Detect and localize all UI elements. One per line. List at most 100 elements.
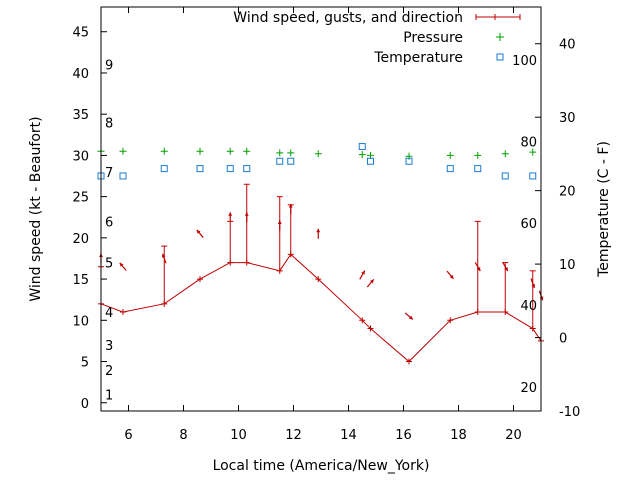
wind-speed-line (100, 253, 542, 363)
beaufort-label: 3 (105, 339, 113, 354)
wind-point (287, 251, 294, 258)
arrow-head (449, 274, 454, 279)
temperature-point (276, 157, 284, 165)
beaufort-labels: 1 2 3 4 5 6 7 8 9 (105, 59, 113, 404)
arrow-head (196, 229, 201, 234)
temperature-point (160, 165, 168, 173)
y-tick-label-left: 25 (72, 191, 89, 206)
wind-direction-arrow (530, 278, 536, 289)
y-tick-label-left: 40 (72, 67, 89, 82)
pressure-point (367, 151, 374, 159)
fahrenheit-label: 40 (520, 299, 537, 314)
wind-direction-arrow (502, 262, 509, 272)
y-axis-label-right: Temperature (C - F) (596, 141, 612, 278)
temperature-point (287, 157, 295, 165)
arrow-head (476, 267, 481, 272)
legend-label: Pressure (403, 30, 463, 46)
temperature-point (358, 143, 366, 151)
beaufort-label: 5 (105, 257, 113, 272)
wind-point (161, 300, 168, 307)
beaufort-label: 9 (105, 59, 113, 74)
wind-direction-arrow (196, 229, 204, 238)
wind-direction-arrow (359, 270, 366, 280)
wind-direction-arrow (446, 270, 454, 280)
pressure-point (160, 147, 168, 155)
pressure-point (358, 151, 366, 159)
wind-direction-arrow (119, 262, 127, 271)
wind-point (474, 309, 481, 316)
wind-direction-arrow (316, 228, 321, 239)
wind-point (227, 259, 234, 266)
y-axis-label-left: Wind speed (kt - Beaufort) (28, 116, 44, 301)
pressure-point (501, 150, 509, 158)
temperature-point (226, 165, 234, 173)
x-tick-label: 8 (179, 428, 187, 443)
y-tick-label-right: 0 (559, 332, 567, 347)
legend-swatch-pressure (496, 33, 504, 41)
y-tick-label-right: 40 (559, 38, 576, 53)
pressure-point (474, 151, 482, 159)
y-tick-label-left: 35 (72, 108, 89, 123)
y-tick-label-left: 30 (72, 149, 89, 164)
wind-point (447, 317, 454, 324)
fahrenheit-labels: 20 40 60 80 100 (512, 54, 537, 396)
pressure-point (529, 148, 537, 156)
arrow-head (161, 253, 166, 258)
y-tick-label-left: 15 (72, 273, 89, 288)
temperature-point (405, 157, 413, 165)
y-tick-label-right: -10 (559, 405, 580, 420)
wind-point (502, 309, 509, 316)
wind-point (359, 317, 366, 324)
beaufort-label: 1 (105, 389, 113, 404)
wind-point (276, 267, 283, 274)
plot-frame (100, 6, 542, 412)
legend-label: Wind speed, gusts, and direction (233, 10, 463, 26)
temperature-point (529, 172, 537, 180)
x-axis-label: Local time (America/New_York) (213, 458, 430, 474)
arrow-head (316, 228, 321, 233)
pressure-point (276, 149, 284, 157)
beaufort-label: 4 (105, 306, 113, 321)
wind-point (243, 259, 250, 266)
legend-swatch-temperature (496, 53, 504, 61)
pressure-point (196, 147, 204, 155)
legend: Wind speed, gusts, and direction Pressure… (233, 10, 521, 66)
arrow-head (288, 204, 293, 208)
temperature-point (501, 172, 509, 180)
temperature-point (367, 157, 374, 165)
pressure-point (446, 151, 454, 159)
pressure-point (314, 150, 322, 158)
y-tick-label-right: 30 (559, 111, 576, 126)
wind-direction-arrow (244, 212, 249, 223)
y-tick-label-left: 5 (81, 356, 89, 371)
y-tick-label-left: 10 (72, 314, 89, 329)
wind-direction-arrow (228, 212, 233, 223)
y-tick-label-right: 20 (559, 185, 576, 200)
temperature-point (119, 172, 127, 180)
wind-point (367, 325, 374, 332)
wind-point (120, 309, 126, 316)
arrow-head (361, 270, 365, 275)
wind-point (315, 276, 322, 283)
temperature-point (446, 165, 454, 173)
pressure-point (287, 149, 295, 157)
arrow-head (504, 267, 508, 272)
arrow-head (228, 212, 233, 216)
fahrenheit-label: 80 (520, 135, 537, 150)
wind-direction-arrow (161, 253, 167, 264)
pressure-series (97, 147, 537, 160)
arrow-head (408, 315, 413, 320)
x-tick-label: 6 (124, 428, 132, 443)
wind-point (197, 276, 203, 283)
arrow-head (369, 279, 374, 284)
x-tick-label: 12 (285, 428, 302, 443)
arrow-head (277, 220, 282, 225)
pressure-point (243, 147, 251, 155)
temperature-series (97, 143, 537, 180)
axes: 6 8 10 12 14 16 18 20051015202530354045-1001020… (72, 7, 580, 443)
wind-series (98, 183, 544, 365)
wind-direction-arrow (288, 204, 293, 214)
wind-direction-arrow (277, 220, 282, 231)
x-tick-label: 10 (230, 428, 247, 443)
arrow-head (119, 262, 124, 267)
